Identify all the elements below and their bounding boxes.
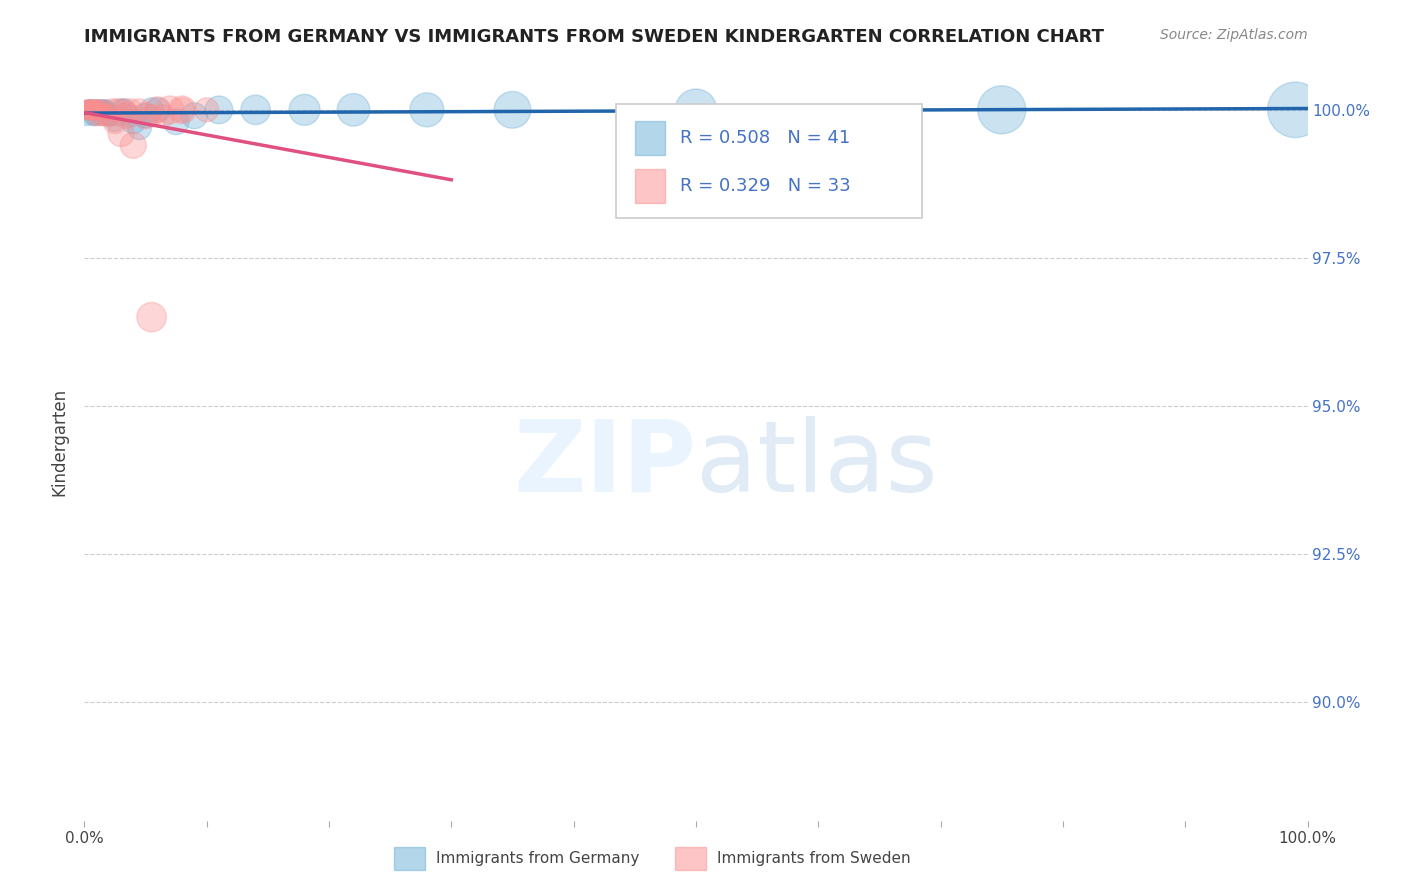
Point bbox=[153, 109, 176, 123]
Point bbox=[146, 103, 169, 117]
Point bbox=[114, 103, 136, 117]
Point bbox=[94, 109, 117, 123]
Point bbox=[79, 103, 101, 117]
Point bbox=[165, 114, 187, 128]
Point bbox=[991, 103, 1014, 117]
Point bbox=[120, 103, 142, 117]
Point bbox=[80, 103, 103, 117]
Point bbox=[76, 103, 98, 117]
Point bbox=[77, 103, 100, 117]
Point bbox=[245, 103, 267, 117]
Text: Source: ZipAtlas.com: Source: ZipAtlas.com bbox=[1160, 28, 1308, 42]
Point bbox=[159, 103, 181, 117]
Point bbox=[93, 103, 115, 117]
Point bbox=[87, 103, 110, 117]
Point bbox=[91, 103, 114, 117]
Text: Immigrants from Germany: Immigrants from Germany bbox=[436, 851, 640, 866]
Point bbox=[685, 103, 707, 117]
Point bbox=[90, 109, 112, 123]
Point bbox=[146, 103, 169, 117]
Point bbox=[183, 109, 205, 123]
Point bbox=[208, 103, 231, 117]
Point bbox=[294, 103, 316, 117]
FancyBboxPatch shape bbox=[636, 120, 665, 155]
Point bbox=[77, 103, 100, 117]
Point bbox=[82, 109, 104, 123]
Point bbox=[77, 103, 100, 117]
Point bbox=[89, 109, 111, 123]
Point bbox=[80, 103, 103, 117]
Point bbox=[115, 109, 138, 123]
Text: atlas: atlas bbox=[696, 416, 938, 513]
FancyBboxPatch shape bbox=[616, 104, 922, 218]
Point bbox=[105, 103, 128, 117]
Point bbox=[76, 109, 98, 123]
Point bbox=[172, 103, 194, 117]
Point bbox=[141, 109, 163, 123]
Point bbox=[86, 109, 108, 123]
Point bbox=[141, 103, 163, 117]
Point bbox=[91, 103, 114, 117]
Point bbox=[172, 103, 194, 117]
Point bbox=[135, 109, 157, 123]
Point bbox=[87, 103, 110, 117]
Point bbox=[122, 114, 145, 128]
Point bbox=[79, 103, 101, 117]
Point bbox=[112, 103, 135, 117]
Point bbox=[84, 109, 107, 123]
Point bbox=[84, 103, 107, 117]
Text: IMMIGRANTS FROM GERMANY VS IMMIGRANTS FROM SWEDEN KINDERGARTEN CORRELATION CHART: IMMIGRANTS FROM GERMANY VS IMMIGRANTS FR… bbox=[84, 28, 1104, 45]
Point bbox=[110, 127, 132, 141]
Point bbox=[87, 103, 110, 117]
Point bbox=[141, 310, 163, 325]
Point bbox=[87, 103, 110, 117]
Point bbox=[118, 109, 141, 123]
Point bbox=[83, 103, 105, 117]
Point bbox=[416, 103, 439, 117]
Point bbox=[104, 114, 127, 128]
Point bbox=[82, 103, 104, 117]
Point bbox=[122, 138, 145, 153]
Point bbox=[86, 103, 108, 117]
Point bbox=[100, 109, 122, 123]
Point bbox=[77, 103, 100, 117]
Point bbox=[96, 103, 118, 117]
Text: ZIP: ZIP bbox=[513, 416, 696, 513]
Point bbox=[128, 120, 150, 135]
Point bbox=[80, 103, 103, 117]
Point bbox=[195, 103, 218, 117]
Point bbox=[128, 103, 150, 117]
Point bbox=[1284, 103, 1306, 117]
Point bbox=[97, 109, 120, 123]
Point bbox=[101, 103, 124, 117]
Point bbox=[104, 114, 127, 128]
Text: R = 0.508   N = 41: R = 0.508 N = 41 bbox=[681, 128, 851, 147]
Text: R = 0.329   N = 33: R = 0.329 N = 33 bbox=[681, 177, 851, 194]
Point bbox=[135, 109, 157, 123]
Point bbox=[110, 103, 132, 117]
Point bbox=[94, 103, 117, 117]
Point bbox=[342, 103, 364, 117]
Point bbox=[502, 103, 524, 117]
Point bbox=[83, 103, 105, 117]
Y-axis label: Kindergarten: Kindergarten bbox=[51, 387, 69, 496]
Point bbox=[97, 109, 120, 123]
Point bbox=[89, 103, 111, 117]
Text: Immigrants from Sweden: Immigrants from Sweden bbox=[717, 851, 911, 866]
FancyBboxPatch shape bbox=[636, 169, 665, 202]
Point bbox=[107, 109, 129, 123]
